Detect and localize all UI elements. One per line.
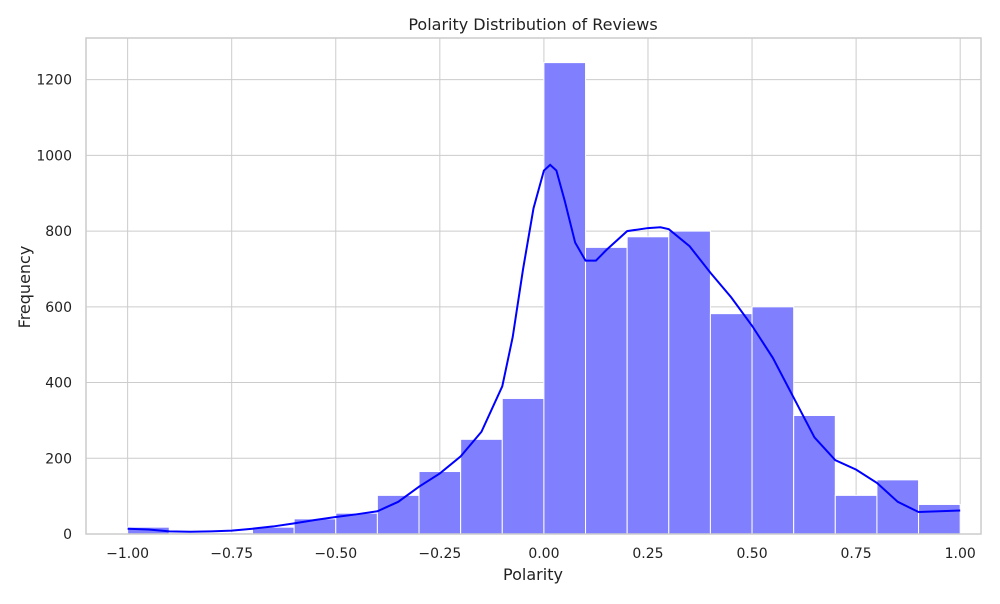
histogram-bar [918, 503, 961, 535]
histogram-bar [834, 494, 878, 535]
x-tick-label: 0.75 [841, 546, 872, 562]
chart-title: Polarity Distribution of Reviews [408, 15, 657, 34]
histogram-bar [668, 230, 711, 535]
histogram-bar [543, 62, 587, 535]
histogram-bar [418, 471, 462, 535]
kde-density-line [127, 163, 961, 533]
x-tick-label: 0.25 [632, 546, 663, 562]
histogram-bar [751, 306, 795, 535]
x-tick-label: −0.75 [210, 546, 253, 562]
histogram-bar [626, 236, 670, 535]
x-tick-label: 0.50 [736, 546, 767, 562]
y-tick-label: 800 [45, 224, 72, 240]
histogram-bar [460, 438, 503, 535]
y-tick-label: 1200 [36, 73, 72, 89]
y-tick-label: 600 [45, 300, 72, 316]
x-tick-label: −0.25 [418, 546, 461, 562]
y-axis-ticks: 0 200 400 600 800 1000 1200 [36, 73, 72, 543]
histogram-bar [293, 518, 337, 535]
y-tick-label: 400 [45, 376, 72, 392]
y-tick-label: 1000 [36, 148, 72, 164]
x-tick-label: 1.00 [945, 546, 976, 562]
x-tick-label: −0.50 [314, 546, 357, 562]
y-tick-label: 200 [45, 451, 72, 467]
x-axis-label: Polarity [503, 565, 563, 584]
histogram-bar [585, 246, 628, 535]
histogram-bar [501, 397, 545, 535]
x-axis-ticks: −1.00 −0.75 −0.50 −0.25 0.00 0.25 0.50 0.75 1.00 [106, 546, 976, 562]
y-tick-label: 0 [63, 527, 72, 543]
histogram-bar [709, 313, 753, 535]
plot-frame [85, 37, 982, 535]
histogram-bar [793, 414, 836, 535]
y-axis-label: Frequency [15, 246, 34, 329]
x-tick-label: −1.00 [106, 546, 149, 562]
x-tick-label: 0.00 [528, 546, 559, 562]
histogram-bars [127, 62, 961, 535]
